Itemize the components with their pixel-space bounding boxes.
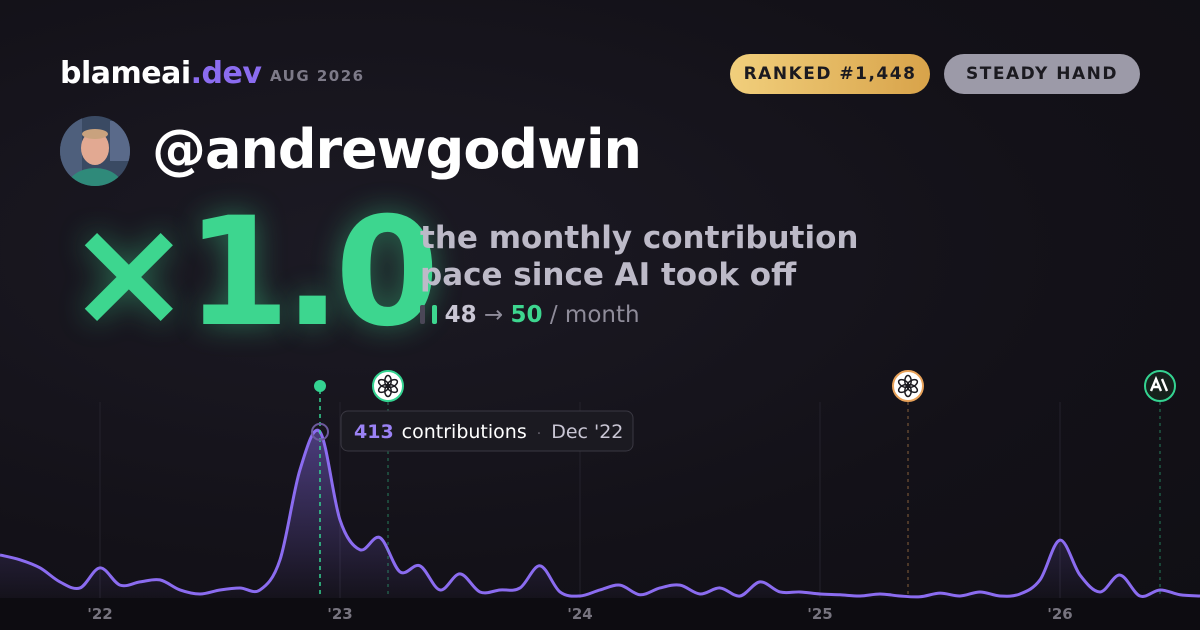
area: [0, 430, 1200, 598]
period: AUG 2026: [270, 67, 365, 85]
rate: 48 → 50 / month: [420, 302, 640, 328]
x-tick-label: '23: [327, 605, 352, 623]
tooltip-sep: ·: [537, 426, 541, 442]
rate-unit: / month: [549, 302, 640, 328]
rate-icon: [420, 305, 425, 324]
brand: blameai.dev: [60, 56, 262, 91]
caption: pace since AI took off: [420, 257, 797, 293]
x-tick-label: '24: [567, 605, 592, 623]
username: @andrewgodwin: [152, 118, 642, 181]
rank-badge: RANKED #1,448: [730, 54, 930, 94]
event-icon: [1149, 375, 1169, 392]
multiplier: ×1.0: [66, 186, 439, 360]
brand-name: blameai: [60, 56, 191, 91]
x-tick-label: '25: [807, 605, 832, 623]
axis-band: [0, 598, 1200, 630]
tooltip-date: Dec '22: [551, 421, 623, 443]
brand-suffix: .dev: [190, 56, 262, 91]
tooltip-label: contributions: [402, 421, 527, 443]
rate-icon: [432, 305, 438, 324]
tooltip-value: 413: [354, 421, 394, 443]
rate-after: 50: [510, 302, 543, 328]
tooltip: [340, 410, 634, 452]
line: [0, 428, 1200, 599]
highlight-dot: [314, 380, 326, 392]
avatar: [60, 116, 130, 186]
caption: the monthly contribution: [420, 220, 859, 256]
event-icon: [897, 378, 910, 389]
highlight-point: [311, 422, 329, 441]
x-tick-label: '22: [87, 605, 112, 623]
event-icon: [377, 378, 390, 389]
style-badge: STEADY HAND: [944, 54, 1140, 94]
x-tick-label: '26: [1047, 605, 1072, 623]
rate-before: 48: [444, 302, 477, 328]
rate-arrow: →: [483, 302, 504, 328]
tooltip-text: 413 contributions · Dec '22: [354, 421, 623, 443]
